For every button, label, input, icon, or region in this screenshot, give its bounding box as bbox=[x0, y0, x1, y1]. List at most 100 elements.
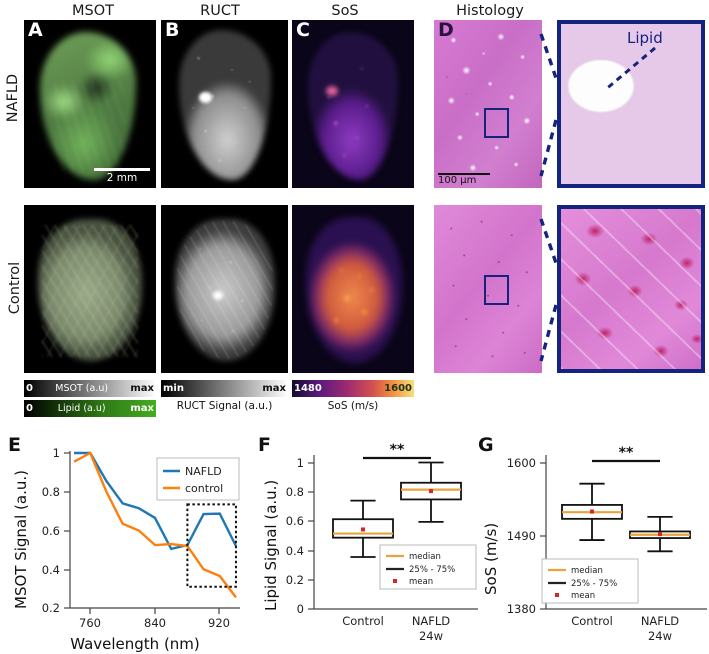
panel-e-highlight-box bbox=[186, 503, 237, 588]
panel-f-significance-label: ** bbox=[390, 442, 405, 458]
boxplot-mean-marker bbox=[361, 527, 365, 532]
histology-zoom-control bbox=[557, 205, 705, 373]
panel-g-significance-label: ** bbox=[619, 445, 634, 461]
panel-g-ytick-0: 1380 bbox=[507, 602, 536, 616]
panel-f-chart: F Lipid Signal (a.u.) 1 0.8 0.6 0.4 0.2 … bbox=[258, 434, 478, 643]
panel-g-legend-label-mean: mean bbox=[571, 591, 595, 601]
colorbar-msot: 0 MSOT (a.u) max bbox=[24, 380, 156, 397]
column-header-ruct: RUCT bbox=[160, 3, 280, 19]
histology-zoom-nafld-texture bbox=[561, 24, 701, 184]
panel-e-ylabel: MSOT Signal (a.u.) bbox=[12, 470, 30, 609]
panel-e-series-control bbox=[73, 451, 237, 599]
panel-e-xtick-2: 920 bbox=[208, 616, 230, 630]
panel-g-ylabel: SoS (m/s) bbox=[482, 523, 500, 595]
column-header-histology: Histology bbox=[420, 3, 560, 19]
panel-g-xcat-0: Control bbox=[571, 614, 613, 628]
panel-g-ytick-2: 1600 bbox=[507, 456, 536, 470]
colorbar-sos: 1480 1600 bbox=[292, 380, 414, 397]
panel-e-xticks: 760 840 920 bbox=[79, 608, 230, 630]
scalebar-100um: 100 μm bbox=[438, 172, 490, 186]
histology-zoom-nafld: Lipid bbox=[557, 20, 705, 188]
ruct-hotspot-control bbox=[213, 291, 223, 300]
colorbar-lipid: 0 Lipid (a.u) max bbox=[24, 400, 156, 417]
panel-f-ytick-2: 0.4 bbox=[286, 544, 304, 558]
panel-c-sos-nafld: C bbox=[292, 20, 414, 188]
panel-g-chart: G SoS (m/s) 1600 1490 1380 ** Control NA… bbox=[478, 434, 707, 643]
panel-f-ytick-1: 0.2 bbox=[286, 573, 304, 587]
colorbar-msot-min: 0 bbox=[26, 383, 33, 394]
panel-b-ruct-control bbox=[161, 205, 288, 373]
colorbar-ruct-caption: RUCT Signal (a.u.) bbox=[176, 400, 273, 412]
scalebar-2mm-bar bbox=[94, 168, 150, 171]
panel-f-legend-label-iqr: 25% - 75% bbox=[409, 565, 455, 575]
panel-e-ytick-0: 0.2 bbox=[42, 601, 60, 615]
column-header-ruct-label: RUCT bbox=[200, 3, 240, 19]
panel-letter-d: D bbox=[438, 20, 454, 41]
panel-f-ytick-3: 0.6 bbox=[286, 514, 304, 528]
row-label-nafld-text: NAFLD bbox=[5, 73, 21, 123]
panel-g-legend-label-iqr: 25% - 75% bbox=[571, 579, 617, 589]
histology-nafld-texture bbox=[434, 20, 542, 188]
panel-g-legend-label-median: median bbox=[571, 566, 603, 576]
panel-g-legend-swatch-mean bbox=[555, 593, 559, 597]
colorbar-ruct: min max bbox=[161, 380, 288, 397]
boxplot-mean-marker bbox=[658, 532, 662, 537]
msot-organ-nafld-fiber bbox=[54, 80, 124, 172]
panel-g-ytick-1: 1490 bbox=[507, 529, 536, 543]
column-header-msot-label: MSOT bbox=[72, 3, 114, 19]
colorbar-sos-caption: SoS (m/s) bbox=[327, 400, 379, 412]
panel-g-xcat-1b: 24w bbox=[648, 629, 672, 643]
colorbar-sos-max: 1600 bbox=[384, 383, 412, 394]
column-header-sos-label: SoS bbox=[331, 3, 359, 19]
sos-hotspot-nafld bbox=[326, 86, 338, 96]
histology-control-texture bbox=[434, 205, 542, 373]
panel-e-series-nafld bbox=[74, 451, 238, 551]
msot-organ-control bbox=[38, 219, 142, 361]
lipid-annotation-label: Lipid bbox=[627, 29, 663, 47]
panel-g-legend: median 25% - 75% mean bbox=[541, 558, 639, 604]
panel-f-ytick-4: 0.8 bbox=[286, 485, 304, 499]
panel-e-ytick-4: 1 bbox=[53, 446, 60, 460]
panel-d-histology-control bbox=[434, 205, 542, 373]
scalebar-100um-bar bbox=[438, 172, 490, 175]
histology-zoom-control-septa bbox=[561, 209, 701, 369]
panel-letter-f: F bbox=[258, 434, 271, 456]
histology-zoom-connector-nafld bbox=[539, 33, 558, 177]
panel-g-yticks: 1600 1490 1380 bbox=[507, 456, 546, 616]
panel-e-xtick-1: 840 bbox=[144, 616, 166, 630]
panel-a-msot-control bbox=[24, 205, 156, 373]
colorbar-msot-label: MSOT (a.u) bbox=[55, 383, 109, 394]
colorbar-sos-caption-wrap: SoS (m/s) bbox=[292, 400, 414, 412]
panel-f-legend-label-median: median bbox=[409, 552, 441, 562]
lipid-pointer-line bbox=[604, 46, 656, 92]
panel-f-yticks: 1 0.8 0.6 0.4 0.2 0 bbox=[286, 456, 314, 616]
panel-e-ytick-3: 0.8 bbox=[42, 485, 60, 499]
column-header-msot: MSOT bbox=[33, 3, 153, 19]
msot-organ-control-vessels bbox=[42, 225, 138, 357]
panel-e-chart: E MSOT Signal (a.u.) Wavelength (nm) 1 0… bbox=[8, 434, 240, 653]
panel-f-xcategories: Control NAFLD 24w bbox=[342, 614, 450, 643]
colorbar-sos-min: 1480 bbox=[294, 383, 322, 394]
panel-c-sos-control bbox=[292, 205, 414, 373]
panel-f-legend-swatch-mean bbox=[393, 579, 397, 583]
histology-zoom-connector-control bbox=[539, 218, 558, 362]
panel-e-ytick-1: 0.4 bbox=[42, 563, 60, 577]
scalebar-100um-label: 100 μm bbox=[438, 175, 477, 186]
colorbar-msot-max: max bbox=[130, 383, 154, 394]
panel-e-xlabel: Wavelength (nm) bbox=[70, 635, 200, 653]
panel-e-legend: NAFLD control bbox=[156, 457, 240, 501]
panel-e-legend-label-nafld: NAFLD bbox=[185, 465, 222, 478]
panel-f-ylabel: Lipid Signal (a.u.) bbox=[262, 480, 280, 611]
colorbar-ruct-max: max bbox=[262, 383, 286, 394]
panel-g-boxes bbox=[561, 482, 691, 553]
panel-g-significance: ** bbox=[592, 445, 660, 463]
panel-f-legend: median 25% - 75% mean bbox=[379, 544, 477, 590]
histology-zoom-control-texture bbox=[561, 209, 701, 369]
panel-d-histology-nafld: 100 μm D bbox=[434, 20, 542, 188]
histology-nafld-roi-box bbox=[484, 108, 509, 138]
panel-e-xtick-0: 760 bbox=[79, 616, 101, 630]
column-header-histology-label: Histology bbox=[456, 3, 524, 19]
panel-g-xcategories: Control NAFLD 24w bbox=[571, 614, 679, 643]
colorbar-ruct-min: min bbox=[163, 383, 184, 394]
panel-letter-a: A bbox=[28, 20, 43, 41]
